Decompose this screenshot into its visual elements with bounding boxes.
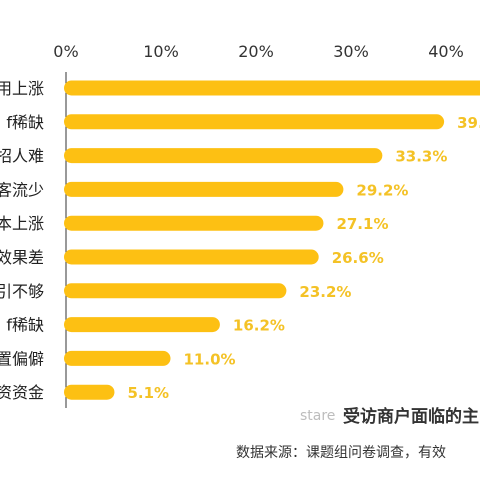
category-label: 客流少 xyxy=(0,180,44,199)
watermark-text: stare xyxy=(300,408,335,424)
value-label: 29.2% xyxy=(356,181,408,199)
bar xyxy=(64,384,115,400)
category-label: f稀缺 xyxy=(6,316,44,335)
bar xyxy=(64,215,324,231)
bar xyxy=(64,317,220,333)
chart-title: 受访商户面临的主 xyxy=(343,406,479,427)
x-tick-label: 30% xyxy=(333,42,369,61)
value-label: 33.3% xyxy=(395,148,447,166)
category-label: 置偏僻 xyxy=(0,349,44,368)
category-label: 效果差 xyxy=(0,248,44,267)
value-label: 39.8 xyxy=(457,114,480,132)
x-tick-label: 20% xyxy=(238,42,274,61)
value-label: 27.1% xyxy=(336,215,388,233)
bar xyxy=(64,181,344,197)
bar xyxy=(64,148,383,164)
category-label: 资资金 xyxy=(0,383,44,402)
category-label: 本上涨 xyxy=(0,214,44,233)
value-label: 11.0% xyxy=(184,350,236,368)
bar xyxy=(64,114,445,130)
x-tick-label: 10% xyxy=(143,42,179,61)
category-label: f稀缺 xyxy=(6,113,44,132)
bar xyxy=(64,283,287,299)
value-label: 16.2% xyxy=(233,317,285,335)
category-label: 用上涨 xyxy=(0,79,44,98)
value-label: 5.1% xyxy=(127,384,169,402)
x-tick-label: 0% xyxy=(53,42,78,61)
category-label: 招人难 xyxy=(0,147,44,166)
value-label: 23.2% xyxy=(299,283,351,301)
category-label: 引不够 xyxy=(0,282,44,301)
bar xyxy=(64,80,480,96)
source-note: 数据来源：课题组问卷调查，有效 xyxy=(236,445,446,461)
x-tick-label: 40% xyxy=(428,42,464,61)
value-label: 26.6% xyxy=(332,249,384,267)
bar xyxy=(64,249,319,265)
bar xyxy=(64,350,171,366)
